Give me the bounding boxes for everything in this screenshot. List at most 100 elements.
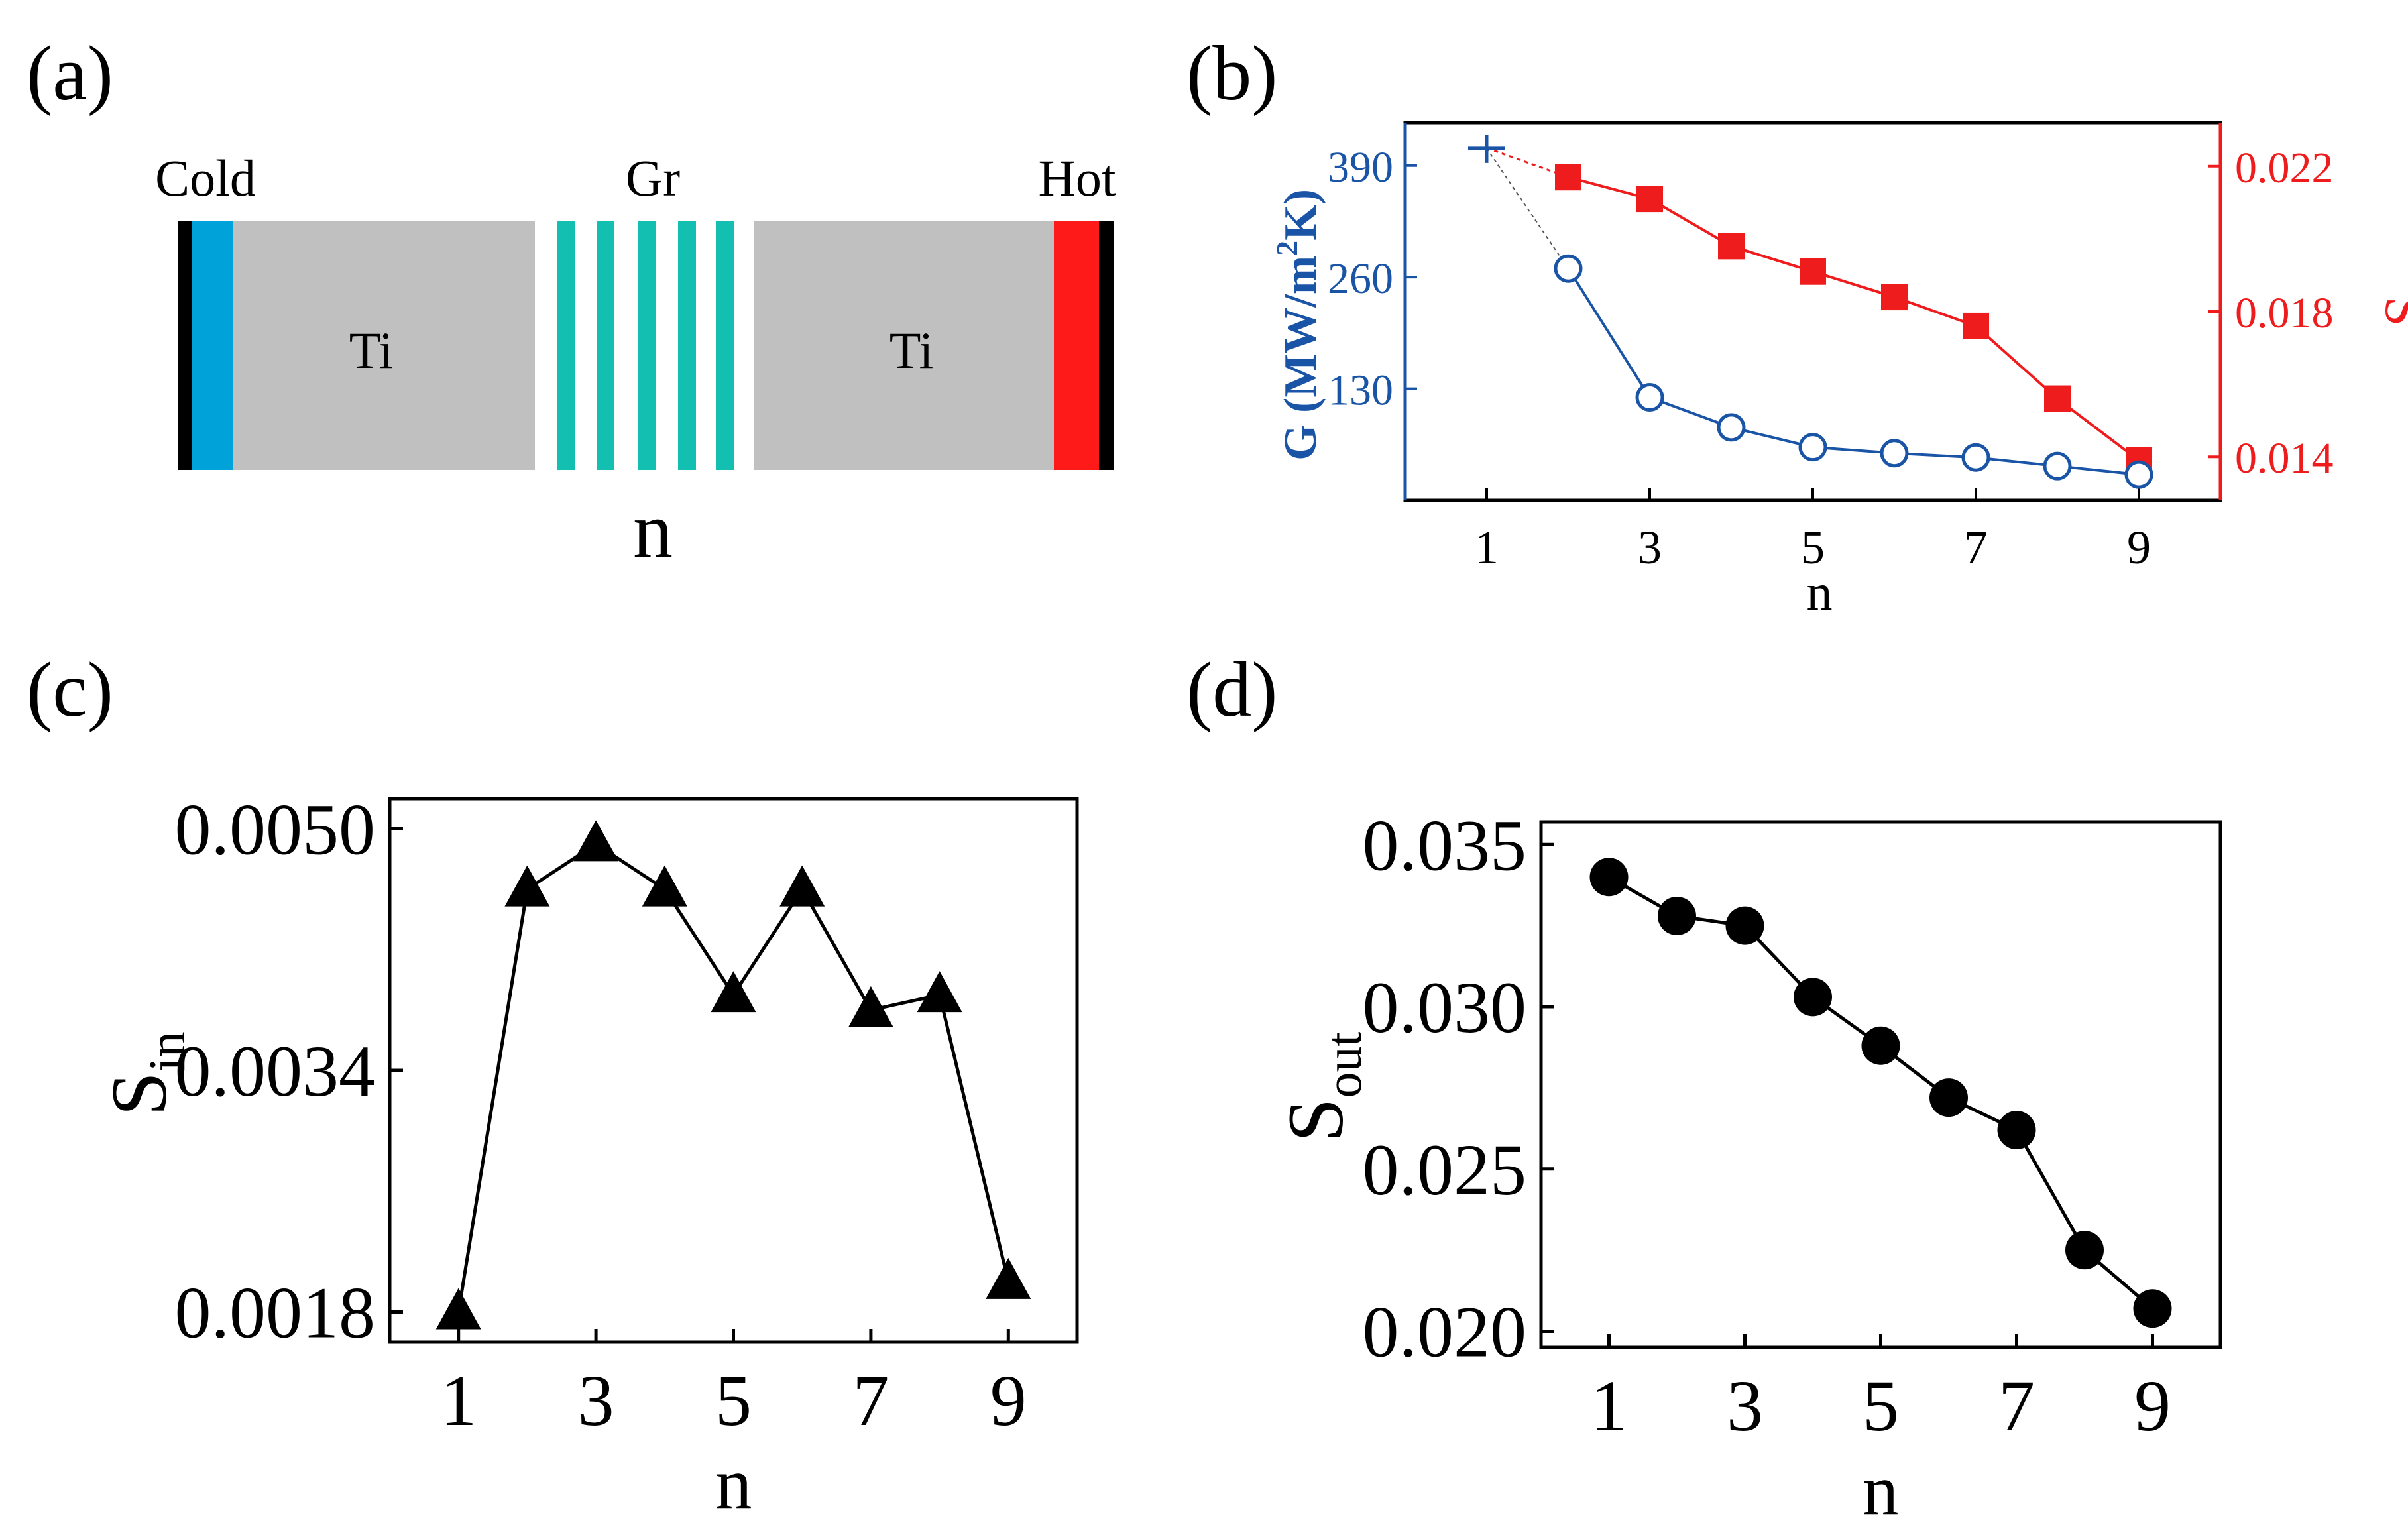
- s-point: [2044, 385, 2071, 412]
- ti-label-right: Ti: [889, 321, 934, 379]
- hot-reservoir: [1054, 221, 1099, 470]
- series-line: [457, 842, 1010, 1312]
- data-point-circle: [1658, 896, 1696, 935]
- ti-label-left: Ti: [349, 321, 394, 379]
- panel-a-label: (a): [27, 30, 113, 117]
- data-point-triangle: [986, 1257, 1031, 1299]
- s-point: [1881, 284, 1908, 311]
- x-tick-label: 5: [1863, 1365, 1899, 1446]
- y-tick-label-right: 0.014: [2235, 434, 2334, 483]
- x-axis-title: n: [1863, 1450, 1899, 1530]
- data-point-circle: [1589, 858, 1629, 897]
- g-point: [1717, 413, 1746, 442]
- y-tick-label: 0.030: [1363, 967, 1527, 1048]
- s-series-line-dashed: [1486, 146, 1569, 178]
- x-axis-title: n: [1807, 563, 1833, 621]
- g-point: [1635, 383, 1664, 412]
- y-tick-label: 0.035: [1363, 805, 1527, 885]
- data-point-triangle: [917, 971, 962, 1013]
- panel-b: (b) 1 3 5 7 9 130 260 390 0.014 0.018 0.022 n G (M…: [1186, 30, 2408, 621]
- data-point-circle: [1997, 1111, 2036, 1150]
- x-tick-label: 7: [852, 1360, 889, 1441]
- data-point-circle: [1725, 906, 1764, 945]
- cold-reservoir: [192, 221, 233, 470]
- y-axis-title: Sin: [95, 1031, 196, 1115]
- g-point: [2043, 451, 2072, 481]
- panel-a: (a) Cold Gr Hot Ti Ti n: [27, 30, 1116, 574]
- hot-bath-edge: [1099, 221, 1114, 470]
- x-tick-label: 1: [1591, 1365, 1627, 1446]
- data-point-triangle: [504, 865, 550, 907]
- n-label: n: [633, 486, 673, 574]
- data-point-circle: [1929, 1078, 1968, 1117]
- x-tick-label: 7: [1964, 521, 1988, 574]
- panel-c: (c) 1 3 5 7 9 0.0018 0.0034 0.0050 n Sin: [27, 646, 1079, 1524]
- y-tick-label-left: 260: [1328, 255, 1393, 303]
- g-series-line: [1567, 268, 2140, 477]
- g-point: [1880, 439, 1909, 468]
- data-point-triangle: [848, 986, 893, 1027]
- y-tick-label-right: 0.018: [2235, 289, 2334, 337]
- s-point: [1636, 186, 1663, 213]
- y-axis-title-right: S: [2374, 297, 2408, 327]
- plot-frame: [388, 797, 1079, 1344]
- data-point-triangle: [642, 865, 687, 907]
- panel-c-label: (c): [27, 646, 113, 733]
- panel-d-label: (d): [1186, 646, 1278, 733]
- x-tick-label: 9: [2134, 1365, 2171, 1446]
- x-tick-label: 1: [1475, 521, 1499, 574]
- y-tick-label: 0.020: [1363, 1292, 1527, 1373]
- s-point: [1800, 258, 1826, 285]
- data-point-triangle: [779, 865, 825, 907]
- ti-block-right: [754, 221, 1054, 470]
- graphene-layer: [678, 221, 696, 470]
- y-tick-label-left: 390: [1328, 143, 1393, 192]
- graphene-layer: [716, 221, 734, 470]
- y-tick-label-left: 130: [1328, 367, 1393, 415]
- s-point: [1718, 233, 1745, 260]
- x-tick-label: 9: [990, 1360, 1027, 1441]
- data-point-circle: [2065, 1231, 2104, 1270]
- graphene-layer: [557, 221, 575, 470]
- cold-label: Cold: [155, 149, 256, 207]
- x-axis-title: n: [716, 1443, 752, 1524]
- panel-d: (d) 1 3 5 7 9 0.020 0.025 0.030 0.035 n Sout: [1186, 646, 2222, 1530]
- s-series-line: [1568, 176, 2140, 462]
- x-tick-label: 1: [440, 1360, 477, 1441]
- g-point: [2124, 460, 2153, 489]
- graphene-layer: [638, 221, 656, 470]
- x-tick-label: 3: [1638, 521, 1662, 574]
- data-point-triangle: [573, 820, 619, 862]
- x-tick-label: 5: [715, 1360, 752, 1441]
- x-tick-label: 3: [1727, 1365, 1763, 1446]
- panel-b-label: (b): [1186, 30, 1278, 117]
- y-axis-title: Sout: [1271, 1031, 1372, 1142]
- x-tick-label: 5: [1801, 521, 1825, 574]
- x-tick-label: 7: [1998, 1365, 2035, 1446]
- hot-label: Hot: [1039, 149, 1116, 207]
- ti-block-left: [233, 221, 535, 470]
- g-point: [1554, 254, 1583, 283]
- s-point: [1963, 312, 1989, 339]
- y-tick-label: 0.025: [1363, 1129, 1527, 1210]
- y-tick-label: 0.0018: [175, 1272, 376, 1353]
- plot-frame: [1539, 820, 2222, 1349]
- x-tick-label: 3: [578, 1360, 614, 1441]
- y-axis-title-left: G (MW/m2K): [1270, 189, 1326, 461]
- s-point: [1555, 164, 1581, 191]
- graphene-layer: [597, 221, 614, 470]
- g-point: [1961, 443, 1990, 472]
- x-tick-label: 9: [2127, 521, 2151, 574]
- g-point: [1468, 135, 1505, 163]
- gr-label: Gr: [626, 149, 680, 207]
- data-point-circle: [1861, 1026, 1900, 1065]
- y-tick-label-right: 0.022: [2235, 144, 2334, 192]
- data-point-circle: [1794, 978, 1832, 1017]
- data-point-circle: [2133, 1289, 2172, 1328]
- y-tick-label: 0.0034: [175, 1031, 376, 1111]
- data-point-triangle: [435, 1288, 481, 1330]
- g-point: [1798, 433, 1827, 462]
- cold-bath-edge: [178, 221, 192, 470]
- data-point-triangle: [711, 971, 756, 1013]
